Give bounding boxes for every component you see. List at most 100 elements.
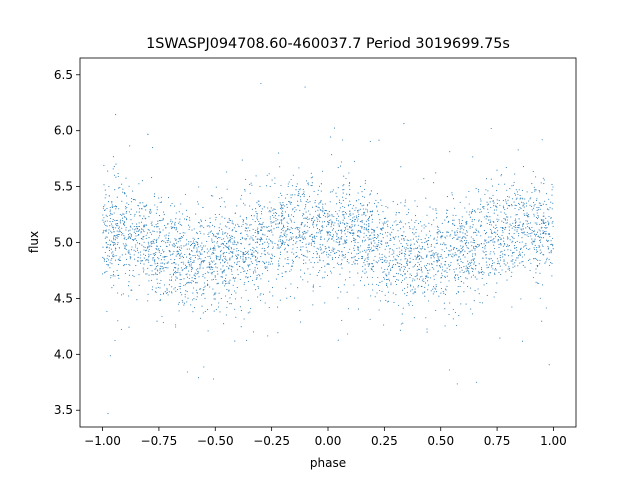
data-point xyxy=(124,216,126,218)
data-point xyxy=(361,276,363,278)
data-point xyxy=(351,257,353,259)
data-point xyxy=(404,278,406,280)
data-point xyxy=(304,238,306,240)
data-point xyxy=(341,236,343,238)
data-point xyxy=(338,264,340,266)
data-point xyxy=(478,243,480,246)
data-point xyxy=(253,255,255,257)
data-point xyxy=(108,185,110,188)
data-point xyxy=(428,251,430,253)
data-point xyxy=(264,302,266,304)
data-point xyxy=(184,264,187,266)
data-point xyxy=(443,250,446,253)
data-point xyxy=(346,259,348,261)
data-point xyxy=(514,262,516,264)
data-point xyxy=(427,280,429,282)
data-point xyxy=(330,224,333,226)
data-point xyxy=(483,272,485,274)
data-point xyxy=(308,259,310,261)
data-point xyxy=(357,272,359,274)
data-point xyxy=(197,268,199,270)
data-point xyxy=(459,258,461,260)
data-point xyxy=(322,252,324,254)
data-point xyxy=(149,212,151,214)
data-point xyxy=(222,282,224,284)
data-point xyxy=(322,214,325,217)
data-point xyxy=(285,197,287,199)
data-point xyxy=(460,280,462,283)
data-point xyxy=(520,298,522,300)
data-point xyxy=(496,227,498,229)
data-point xyxy=(462,225,464,227)
data-point xyxy=(224,261,226,263)
data-point xyxy=(166,255,168,258)
data-point xyxy=(400,252,403,255)
data-point xyxy=(430,277,432,279)
x-tick-label: −0.25 xyxy=(253,434,290,448)
data-point xyxy=(143,253,145,255)
data-point xyxy=(468,265,470,267)
data-point xyxy=(298,234,300,236)
data-point xyxy=(405,247,407,249)
data-point xyxy=(453,247,456,249)
data-point xyxy=(286,204,288,206)
data-point xyxy=(227,237,229,239)
data-point xyxy=(348,231,350,233)
data-point xyxy=(352,213,354,215)
data-point xyxy=(459,285,461,288)
data-point xyxy=(322,210,324,212)
data-point xyxy=(139,251,141,253)
data-point xyxy=(503,243,505,245)
data-point xyxy=(381,244,383,246)
data-point xyxy=(348,262,350,264)
data-point xyxy=(426,328,428,330)
data-point xyxy=(456,324,458,327)
data-point xyxy=(486,282,488,285)
data-point xyxy=(190,244,193,246)
data-point xyxy=(507,204,509,207)
data-point xyxy=(189,258,191,260)
data-point xyxy=(393,252,395,254)
data-point xyxy=(371,250,373,252)
data-point xyxy=(477,208,479,210)
data-point xyxy=(299,230,301,232)
data-point xyxy=(363,284,366,286)
data-point xyxy=(410,219,413,221)
data-point xyxy=(136,239,138,241)
data-point xyxy=(231,238,233,240)
data-point xyxy=(245,227,247,229)
data-point xyxy=(258,260,260,262)
data-point xyxy=(183,234,185,237)
data-point xyxy=(499,265,501,267)
data-point xyxy=(291,221,293,223)
data-point xyxy=(119,186,121,189)
data-point xyxy=(118,208,120,210)
data-point xyxy=(408,267,410,269)
data-point xyxy=(197,271,199,273)
data-point xyxy=(500,274,502,276)
data-point xyxy=(165,237,167,239)
data-point xyxy=(362,208,364,210)
data-point xyxy=(214,235,216,237)
data-point xyxy=(526,212,528,214)
data-point xyxy=(317,214,319,216)
data-point xyxy=(521,237,523,239)
data-point xyxy=(466,235,468,237)
data-point xyxy=(486,204,488,206)
data-point xyxy=(249,268,251,271)
data-point xyxy=(344,239,346,241)
data-point xyxy=(463,282,465,284)
data-point xyxy=(323,221,326,223)
data-point xyxy=(110,243,112,246)
data-point xyxy=(146,273,148,275)
data-point xyxy=(123,238,125,240)
data-point xyxy=(363,226,365,229)
data-point xyxy=(506,236,508,238)
data-point xyxy=(363,196,365,198)
data-point xyxy=(468,190,470,193)
data-point xyxy=(182,236,184,238)
data-point xyxy=(552,186,554,188)
data-point xyxy=(249,230,251,232)
data-point xyxy=(353,256,355,258)
data-point xyxy=(287,222,289,225)
